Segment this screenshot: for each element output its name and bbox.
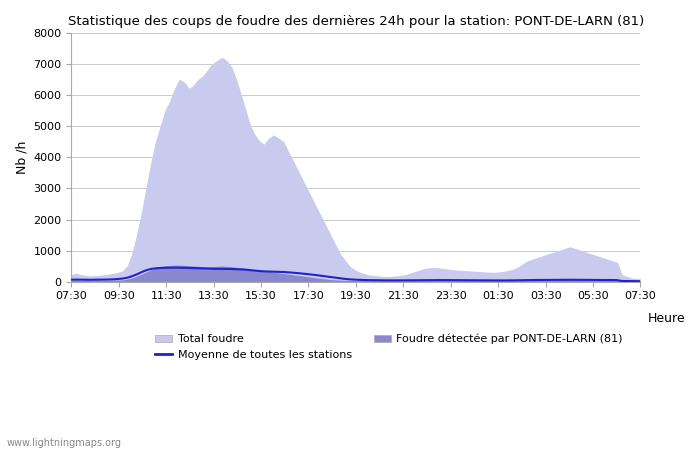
Text: Heure: Heure bbox=[648, 312, 685, 325]
Text: www.lightningmaps.org: www.lightningmaps.org bbox=[7, 438, 122, 448]
Title: Statistique des coups de foudre des dernières 24h pour la station: PONT-DE-LARN : Statistique des coups de foudre des dern… bbox=[68, 15, 644, 28]
Y-axis label: Nb /h: Nb /h bbox=[15, 141, 28, 174]
Legend: Total foudre, Moyenne de toutes les stations, Foudre détectée par PONT-DE-LARN (: Total foudre, Moyenne de toutes les stat… bbox=[151, 329, 627, 364]
